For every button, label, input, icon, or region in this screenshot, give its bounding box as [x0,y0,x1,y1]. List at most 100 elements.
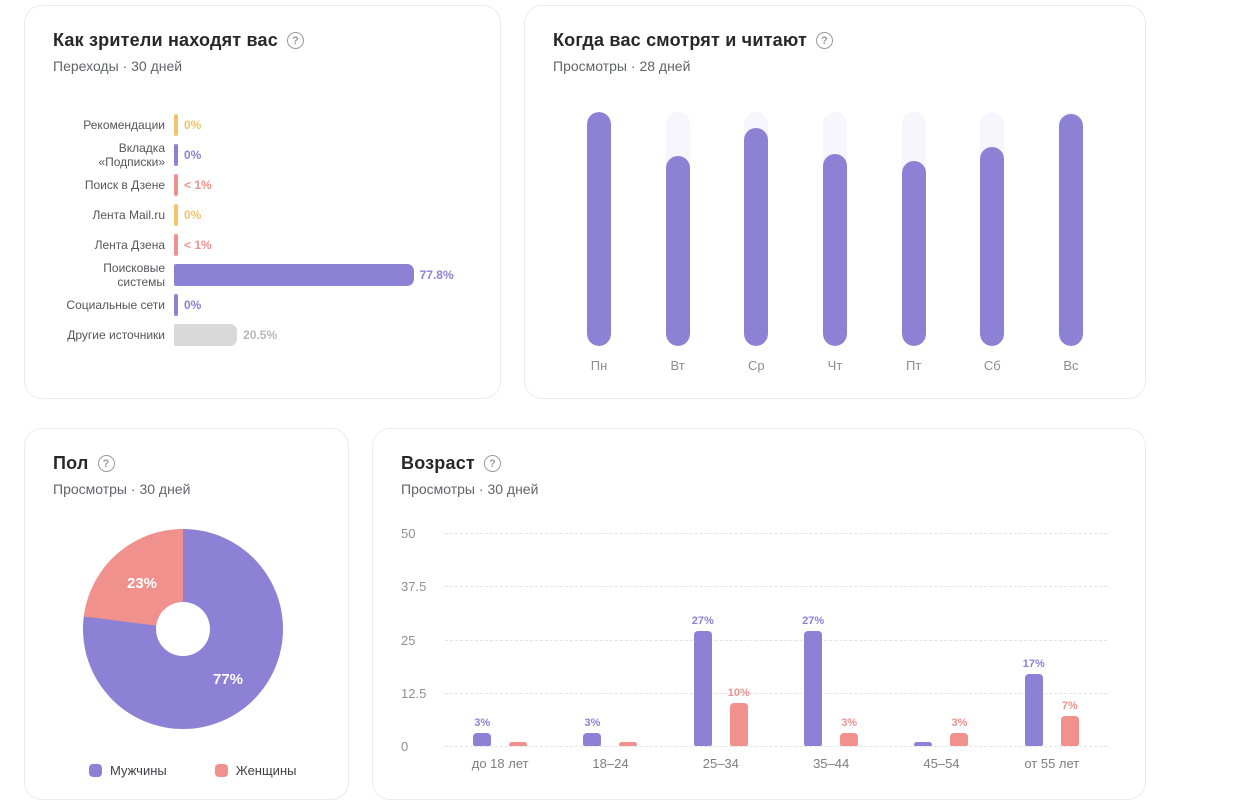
age-bar-column: 27% [802,533,825,746]
bar-value-label: 3% [841,717,858,730]
source-value: 77.8% [419,268,454,282]
source-bar [174,234,178,256]
bar-value-label: 10% [727,687,750,700]
weekday-column: Чт [822,112,847,373]
age-category-label: 35–44 [813,756,850,771]
card-header: Как зрители находят вас ? [53,30,472,51]
source-row: Социальные сети 0% [53,290,472,320]
age-bar-column: 3% [950,533,969,746]
help-icon[interactable]: ? [483,455,501,472]
source-label: Социальные сети [66,298,165,312]
bar-value-label: 27% [802,614,825,627]
bar-value-label: 3% [474,717,491,730]
age-bar-column [509,533,528,746]
weekday-label: Сб [983,358,1001,373]
age-category-label: до 18 лет [471,756,529,771]
help-icon[interactable]: ? [286,32,304,49]
age-category-label: 18–24 [592,756,629,771]
source-bar [174,144,178,166]
source-value: < 1% [184,238,212,252]
age-group: 3% до 18 лет [472,533,529,771]
weekday-column: Вс [1058,112,1083,373]
help-icon[interactable]: ? [815,32,833,49]
gridline [445,533,1107,534]
age-bar [583,733,602,746]
age-group: 3% 18–24 [583,533,638,771]
age-bar [914,741,933,746]
age-bar [1024,673,1043,746]
source-row: Поисковые системы 77.8% [53,260,472,290]
gridline [445,692,1107,694]
weekday-column: Ср [744,112,769,373]
weekday-bar [901,161,926,346]
gridline [445,746,1107,747]
traffic-sources-chart: Рекомендации 0% Вкладка «Подписки» 0% Поиск … [53,110,472,350]
gridline [445,639,1107,641]
card-header: Когда вас смотрят и читают ? [553,30,1117,51]
source-row: Рекомендации 0% [53,110,472,140]
weekday-bar [744,128,769,346]
card-title: Пол [53,453,89,473]
age-bar-column: 3% [583,533,602,746]
weekday-views-chart: Пн Вт Ср Чт Пт Сб Вс [553,112,1117,373]
card-header: Возраст ? [401,453,1117,474]
source-label: Вкладка «Подписки» [98,141,165,169]
source-label: Лента Дзена [94,238,165,252]
y-axis-tick: 37.5 [401,579,427,595]
card-header: Пол ? [53,453,320,474]
source-label: Поиск в Дзене [84,178,165,192]
weekday-label: Вт [670,358,685,373]
source-bar [174,324,238,346]
source-value: 0% [184,118,202,132]
bar-value-label: 27% [691,614,714,627]
source-label: Другие источники [67,328,165,342]
weekday-bar-track [980,112,1005,346]
card-traffic-sources: Как зрители находят вас ? Переходы · 30 … [24,5,501,399]
pie-slice-label-women: 23% [127,575,158,592]
source-row: Вкладка «Подписки» 0% [53,140,472,170]
weekday-bar-track [901,112,926,346]
weekday-bar-track [822,112,847,346]
age-category-label: от 55 лет [1024,756,1080,771]
age-bar-column [619,533,638,746]
pie-slice-label-men: 77% [213,671,244,688]
gender-legend: Мужчины Женщины [89,763,320,778]
legend-swatch [214,764,228,777]
legend-item: Женщины [214,763,297,778]
age-bar-groups: 3% до 18 лет 3% 18–24 27% 10% 25–34 27% 3% 35–44 3… [445,533,1107,771]
gender-pie-chart: 23% 77% [83,529,283,729]
age-chart: 50 37.5 25 12.5 0 3% до 18 лет 3% 18–24 27% 10% 25… [401,526,1117,803]
weekday-bar [587,112,611,346]
age-group: 27% 3% 35–44 [802,533,859,771]
source-bar [174,114,178,136]
age-bar [804,630,823,746]
weekday-label: Пт [905,358,922,373]
gridline [445,586,1107,588]
y-axis: 50 37.5 25 12.5 0 [401,526,437,754]
age-bar-column: 3% [473,533,492,746]
weekday-bar [822,154,847,346]
weekday-bar [980,147,1005,346]
source-bar [174,204,178,226]
weekday-label: Пн [590,358,608,373]
card-subtitle: Просмотры · 30 дней [53,481,191,497]
source-bar [174,174,178,196]
weekday-column: Пт [901,112,926,373]
source-value: 0% [184,298,202,312]
legend-label: Женщины [235,763,297,778]
weekday-bar [665,156,690,346]
help-icon[interactable]: ? [97,455,115,472]
age-bar [473,733,492,746]
y-axis-tick: 50 [401,526,416,541]
source-label: Поисковые системы [103,261,165,289]
source-bar [174,294,178,316]
bar-value-label: 7% [1061,700,1078,713]
age-plot-area: 3% до 18 лет 3% 18–24 27% 10% 25–34 27% 3% 35–44 3… [445,533,1107,771]
weekday-bar [1058,114,1083,346]
age-category-label: 25–34 [702,756,739,771]
pie-center-hole [156,602,210,656]
age-bar [729,703,748,746]
y-axis-tick: 25 [401,632,416,648]
age-bar-column [914,533,933,746]
